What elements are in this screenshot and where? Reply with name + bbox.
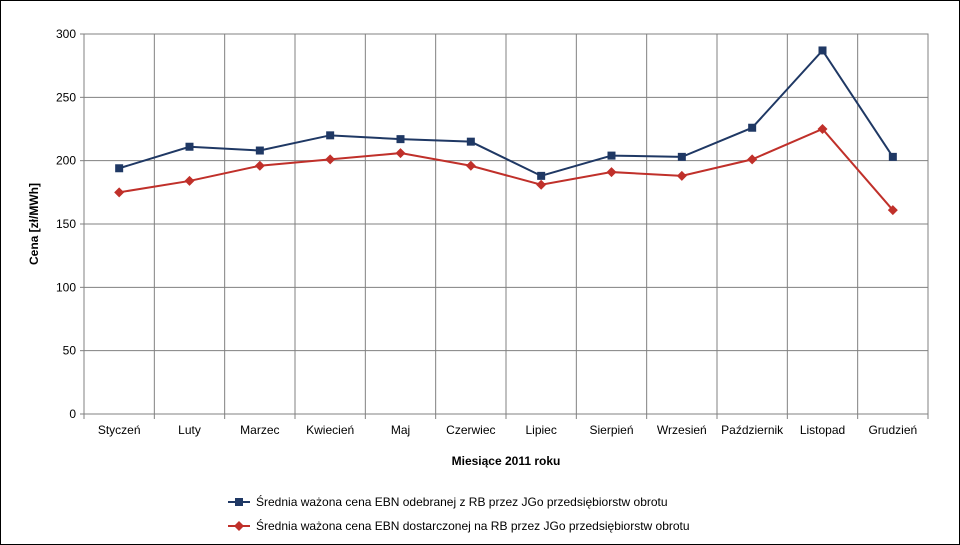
x-tick-label-1: Luty (178, 423, 201, 437)
y-tick-label-6: 300 (56, 27, 76, 41)
legend-marker-1 (234, 521, 244, 531)
legend-item-1: Średnia ważona cena EBN dostarczonej na … (228, 518, 690, 533)
data-point-1-4 (395, 148, 406, 159)
data-point-1-6 (536, 179, 547, 190)
x-tick-label-4: Maj (391, 423, 410, 437)
data-point-1-1 (184, 175, 195, 186)
data-point-0-5 (466, 137, 475, 146)
x-tick-label-2: Marzec (240, 423, 279, 437)
data-point-0-0 (115, 164, 124, 173)
data-point-0-7 (607, 151, 616, 160)
data-point-1-5 (465, 160, 476, 171)
y-axis-ticks: 0 50 100 150 200 250 300 (56, 27, 84, 421)
data-point-0-4 (396, 135, 405, 144)
y-tick-label-1: 50 (63, 344, 77, 358)
x-tick-label-7: Sierpień (589, 423, 633, 437)
data-point-0-8 (677, 152, 686, 161)
x-tick-label-11: Grudzień (868, 423, 917, 437)
legend-item-0: Średnia ważona cena EBN odebranej z RB p… (228, 494, 668, 509)
y-tick-label-4: 200 (56, 154, 76, 168)
data-point-1-10 (817, 124, 828, 134)
x-axis-ticks: Styczeń Luty Marzec Kwiecień Maj Czerwiec Lipi… (83, 414, 929, 437)
grid-lines (84, 33, 928, 415)
data-point-0-1 (185, 142, 194, 151)
y-axis-label: Cena [zł/MWh] (27, 183, 41, 265)
series-group (114, 46, 898, 216)
data-point-0-9 (748, 123, 757, 132)
data-point-0-11 (888, 152, 897, 161)
series-line-1 (119, 127, 894, 211)
y-tick-label-0: 0 (69, 407, 76, 421)
y-tick-label-5: 250 (56, 90, 76, 104)
x-tick-label-8: Wrzesień (657, 423, 707, 437)
legend-marker-0 (235, 498, 243, 506)
y-tick-label-2: 100 (56, 280, 76, 294)
x-tick-label-10: Listopad (800, 423, 845, 437)
data-point-1-0 (114, 187, 125, 198)
series-0 (115, 46, 897, 180)
data-point-1-7 (606, 167, 617, 178)
data-point-1-8 (676, 170, 687, 181)
legend-label-1: Średnia ważona cena EBN dostarczonej na … (256, 518, 690, 533)
x-axis-label: Miesiące 2011 roku (452, 454, 561, 468)
y-tick-label-3: 150 (56, 217, 76, 231)
legend-label-0: Średnia ważona cena EBN odebranej z RB p… (256, 494, 668, 509)
series-1 (114, 124, 898, 216)
data-point-1-2 (254, 160, 265, 171)
legend: Średnia ważona cena EBN odebranej z RB p… (228, 494, 690, 533)
x-tick-label-6: Lipiec (525, 423, 556, 437)
x-tick-label-5: Czerwiec (446, 423, 495, 437)
data-point-1-9 (747, 154, 758, 165)
data-point-0-2 (255, 146, 264, 155)
data-point-1-11 (887, 205, 898, 216)
data-point-1-3 (325, 154, 336, 165)
x-tick-label-9: Październik (721, 423, 784, 437)
x-tick-label-3: Kwiecień (306, 423, 354, 437)
data-point-0-10 (818, 46, 827, 55)
data-point-0-6 (537, 171, 546, 180)
series-line-0 (118, 48, 894, 177)
x-tick-label-0: Styczeń (98, 423, 141, 437)
data-point-0-3 (326, 131, 335, 140)
